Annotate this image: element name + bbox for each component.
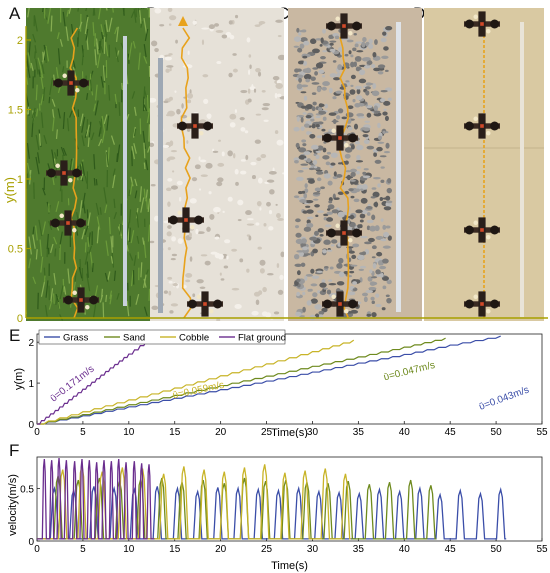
panel-letter-a: A [9,4,21,23]
robot-icon [187,291,223,317]
plot-frame [36,333,543,425]
y-tick-label: 0 [28,537,34,548]
photo-grass-image [26,8,150,321]
legend-entry: Cobble [179,333,209,344]
robot-icon [326,220,362,246]
x-tick-label: 20 [215,544,227,555]
chart-e-legend: Grass Sand Cobble Flat ground [38,329,286,345]
panel-letter-f: F [9,441,20,460]
x-tick-label: 55 [536,544,548,555]
legend-entry: Sand [123,333,145,344]
panel-letter-e: E [9,326,21,345]
y-tick-label: 2 [28,338,34,349]
x-tick-label: 50 [491,427,503,438]
y-tick-label: 1 [28,379,34,390]
y-tick-label: 0 [28,420,34,431]
robot-icon [464,217,500,243]
series-annotation: ῡ=0.047m/s [383,360,437,383]
photo-sand-image [150,8,284,321]
robot-icon [464,291,500,317]
photo-cobble-image [288,8,422,321]
x-tick-label: 30 [307,427,319,438]
x-tick-label: 20 [215,427,227,438]
velocity-line-flat-ground [37,457,155,540]
robot-icon [168,207,204,233]
trajectory-line [180,27,192,319]
x-tick-label: 25 [261,427,273,438]
robot-icon [177,113,213,139]
x-tick-label: 35 [353,544,365,555]
plot-frame [36,456,543,542]
x-tick-label: 50 [491,544,503,555]
chart-e-xlabel: Time(s) [271,427,308,438]
robot-icon [464,113,500,139]
photo-y-tick-label: 1 [17,174,23,186]
x-tick-label: 25 [261,544,273,555]
x-tick-label: 45 [445,427,457,438]
velocity-line-cobble [37,464,352,540]
x-tick-label: 10 [123,427,135,438]
series-annotation: ῡ=0.059m/s [172,380,226,402]
chart-e: 0 5 10 15 20 25 30 35 40 45 50 55 0 1 2 Grass Sand Cobbl… [13,329,548,438]
x-tick-label: 40 [399,427,411,438]
legend-entry: Grass [63,333,89,344]
robot-icon [326,13,362,39]
x-tick-label: 55 [536,427,548,438]
x-tick-label: 15 [169,427,181,438]
chart-f: 0 5 10 15 20 25 30 35 40 45 50 55 0 0.5 Time(s) veloc… [7,456,548,572]
robot-icon [63,287,99,313]
robot-icon [53,70,89,96]
robot-icon [464,11,500,37]
series-line-sand [37,337,446,425]
photo-y-tick-label: 0.5 [8,244,23,256]
series-line-flat-ground [37,336,153,425]
x-tick-label: 0 [34,427,40,438]
x-tick-label: 40 [399,544,411,555]
x-tick-label: 5 [80,427,86,438]
photo-grass [26,8,150,321]
chart-f-ylabel: velocity(m/s) [7,474,19,536]
chart-f-xlabel: Time(s) [271,560,308,572]
photo-y-axis: 0 0.5 1 1.5 2 y(m) [2,26,548,325]
photo-cobble [288,8,422,321]
x-tick-label: 15 [169,544,181,555]
robot-icon [46,160,82,186]
series-annotation: ῡ=0.043m/s [478,385,531,413]
robot-icon [322,291,358,317]
velocity-line-grass [37,485,507,540]
photo-y-axis-label: y(m) [2,177,17,203]
direction-arrow [178,16,188,26]
series-line-cobble [37,339,355,425]
x-tick-label: 35 [353,427,365,438]
series-line-grass [37,335,501,425]
photo-y-tick-label: 1.5 [8,105,23,117]
robot-icon [50,210,86,236]
x-tick-label: 5 [80,544,86,555]
robot-icon [322,125,358,151]
x-tick-label: 30 [307,544,319,555]
photo-flat-ground-image [424,8,544,321]
y-tick-label: 0.5 [20,485,34,496]
photo-y-tick-label: 0 [17,313,23,325]
x-tick-label: 45 [445,544,457,555]
x-tick-label: 0 [34,544,40,555]
x-tick-label: 10 [123,544,135,555]
legend-entry: Flat ground [238,333,286,344]
chart-e-ylabel: y(m) [13,368,25,390]
photo-sand [150,8,284,321]
trajectory-line [338,27,350,319]
photo-flat-ground [424,8,544,321]
photo-y-tick-label: 2 [17,35,23,47]
